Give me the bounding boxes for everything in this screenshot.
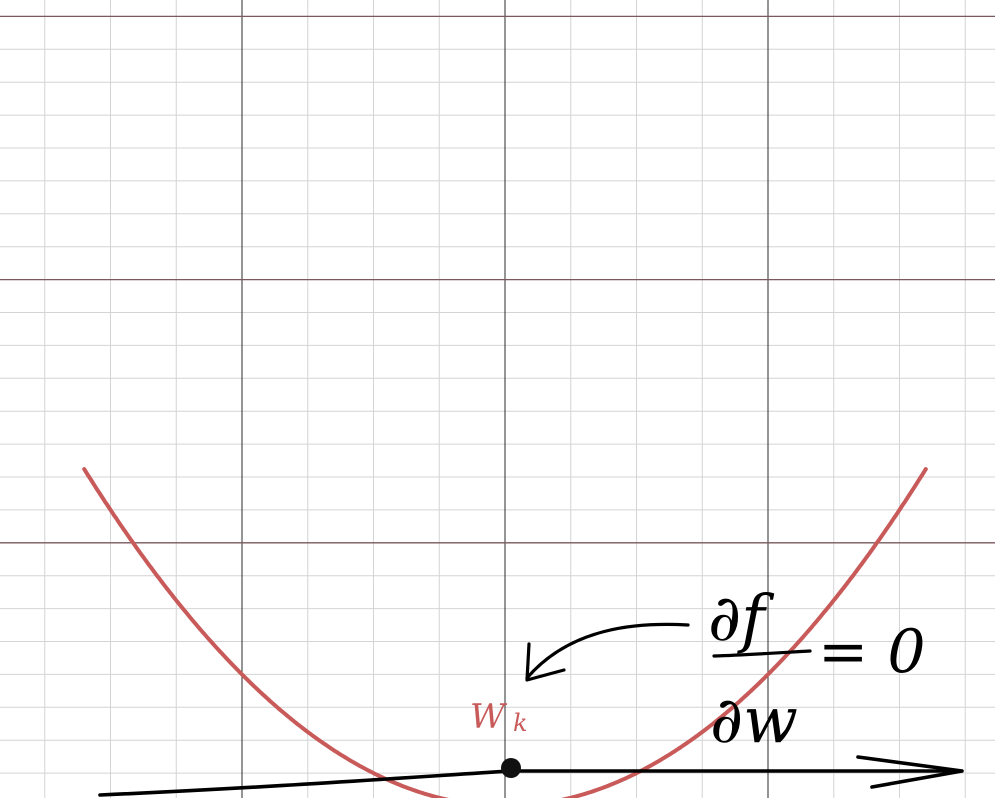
minimum-point-marker bbox=[501, 758, 521, 778]
annotation-arrowhead bbox=[525, 642, 566, 682]
derivative-annotation: ∂f ∂w = 0 bbox=[708, 582, 926, 758]
annotation-arrow bbox=[525, 622, 690, 680]
minimum-point-label-subscript: k bbox=[513, 709, 528, 737]
fraction-bar bbox=[712, 649, 812, 658]
axis-arrowhead bbox=[856, 755, 964, 789]
major-grid-horizontal bbox=[0, 15, 995, 544]
minimum-point-label: W bbox=[470, 697, 508, 737]
derivative-denominator: ∂w bbox=[710, 684, 798, 758]
derivative-numerator: ∂f bbox=[708, 582, 775, 656]
parabola-curve bbox=[82, 467, 928, 798]
major-grid-vertical bbox=[241, 0, 769, 798]
derivative-equals-zero: = 0 bbox=[818, 617, 926, 687]
